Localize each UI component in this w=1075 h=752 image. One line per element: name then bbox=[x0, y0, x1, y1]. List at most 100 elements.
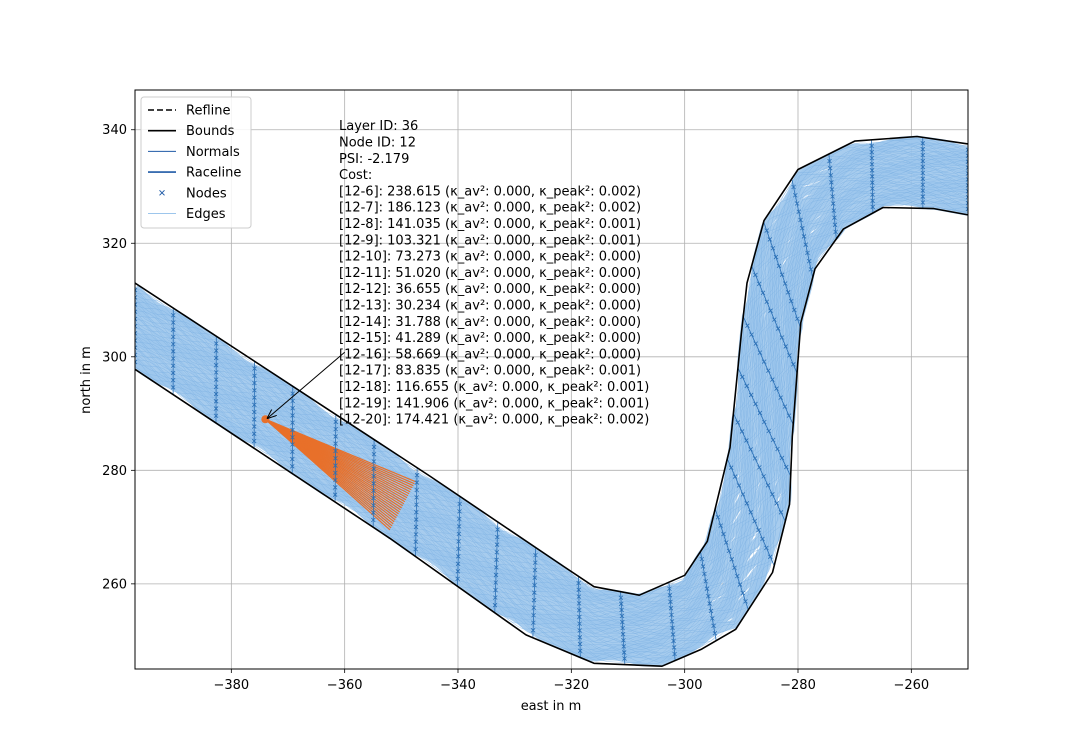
node-marker bbox=[775, 446, 780, 452]
node-marker bbox=[252, 409, 257, 415]
node-marker bbox=[532, 560, 538, 565]
node-marker bbox=[170, 363, 176, 369]
node-marker bbox=[779, 455, 785, 461]
node-marker bbox=[290, 456, 295, 462]
node-marker bbox=[920, 188, 926, 193]
edge bbox=[135, 147, 968, 610]
annotation-line: [12-7]: 186.123 (κ_av²: 0.000, κ_peak²: … bbox=[339, 201, 641, 216]
node-marker bbox=[576, 607, 582, 613]
node-marker bbox=[762, 419, 767, 425]
node-marker bbox=[965, 177, 968, 182]
node-marker bbox=[492, 602, 498, 608]
node-marker bbox=[667, 586, 672, 592]
node-marker bbox=[715, 514, 721, 520]
y-tick-label: 280 bbox=[102, 464, 127, 479]
edge bbox=[135, 166, 968, 634]
edge bbox=[135, 190, 968, 658]
node-marker bbox=[671, 638, 676, 644]
node-marker bbox=[832, 215, 837, 220]
node-marker bbox=[371, 459, 377, 464]
node-marker bbox=[708, 608, 714, 614]
node-marker bbox=[213, 399, 219, 404]
node-marker bbox=[869, 161, 875, 167]
node-marker bbox=[494, 542, 500, 547]
y-tick-label: 260 bbox=[102, 577, 127, 592]
node-marker bbox=[965, 194, 968, 200]
node-marker bbox=[784, 464, 789, 470]
node-marker bbox=[869, 143, 874, 149]
node-marker bbox=[414, 487, 420, 493]
annotation-line: [12-12]: 36.655 (κ_av²: 0.000, κ_peak²: … bbox=[339, 282, 641, 297]
node-marker bbox=[455, 569, 461, 574]
annotation-line: [12-14]: 31.788 (κ_av²: 0.000, κ_peak²: … bbox=[339, 315, 641, 330]
annotation-line: [12-13]: 30.234 (κ_av²: 0.000, κ_peak²: … bbox=[339, 298, 641, 313]
node-marker bbox=[870, 180, 875, 185]
node-marker bbox=[576, 580, 581, 586]
node-marker bbox=[920, 194, 926, 199]
annotation-line: [12-19]: 141.906 (κ_av²: 0.000, κ_peak²:… bbox=[339, 396, 649, 411]
node-marker bbox=[492, 595, 498, 600]
node-marker bbox=[729, 557, 735, 562]
node-marker bbox=[774, 501, 779, 506]
normals-layer bbox=[135, 137, 968, 665]
legend-swatch bbox=[159, 189, 165, 196]
node-marker bbox=[770, 377, 775, 382]
node-marker bbox=[920, 176, 926, 182]
node-marker bbox=[213, 370, 219, 375]
node-marker bbox=[753, 401, 758, 407]
plot-area bbox=[135, 135, 968, 667]
node-marker bbox=[289, 464, 295, 469]
edge bbox=[135, 166, 968, 630]
x-tick-label: −380 bbox=[213, 678, 249, 693]
node-marker bbox=[414, 502, 419, 508]
node-marker bbox=[830, 201, 836, 206]
y-tick-label: 300 bbox=[102, 350, 127, 365]
node-marker bbox=[371, 451, 377, 457]
node-marker bbox=[739, 429, 745, 434]
node-marker bbox=[413, 517, 419, 522]
node-marker bbox=[622, 656, 627, 661]
node-marker bbox=[457, 516, 462, 522]
node-marker bbox=[170, 349, 176, 354]
node-marker bbox=[332, 485, 338, 490]
node-marker bbox=[456, 539, 461, 544]
y-axis-label: north in m bbox=[79, 346, 94, 414]
node-marker bbox=[333, 463, 338, 468]
annotation-line: [12-15]: 41.289 (κ_av²: 0.000, κ_peak²: … bbox=[339, 331, 641, 346]
node-marker bbox=[870, 204, 876, 210]
node-marker bbox=[770, 437, 776, 443]
node-marker bbox=[371, 466, 377, 472]
node-marker bbox=[618, 601, 624, 607]
node-marker bbox=[761, 474, 766, 479]
node-marker bbox=[135, 331, 138, 336]
node-marker bbox=[170, 312, 176, 318]
node-marker bbox=[576, 601, 582, 606]
node-marker bbox=[667, 593, 673, 598]
node-marker bbox=[743, 599, 748, 604]
node-marker bbox=[829, 187, 835, 192]
node-marker bbox=[718, 523, 723, 528]
node-marker bbox=[791, 184, 796, 190]
edge bbox=[135, 142, 968, 611]
node-marker bbox=[737, 582, 743, 587]
edge-bundle bbox=[135, 157, 968, 626]
node-marker bbox=[787, 353, 792, 358]
node-marker bbox=[786, 413, 792, 418]
node-marker bbox=[532, 567, 538, 573]
node-marker bbox=[135, 345, 138, 350]
node-marker bbox=[290, 398, 295, 404]
node-marker bbox=[706, 593, 711, 599]
x-tick-label: −320 bbox=[553, 678, 589, 693]
legend-label: Refline bbox=[186, 104, 230, 119]
node-marker bbox=[768, 308, 773, 313]
node-marker bbox=[965, 165, 968, 170]
annotation-line: [12-20]: 174.421 (κ_av²: 0.000, κ_peak²:… bbox=[339, 413, 649, 428]
node-marker bbox=[170, 320, 176, 325]
node-marker bbox=[770, 245, 776, 251]
node-marker bbox=[801, 234, 807, 239]
node-marker bbox=[760, 536, 765, 542]
node-marker bbox=[414, 472, 420, 478]
y-tick-label: 340 bbox=[102, 123, 127, 138]
node-marker bbox=[135, 352, 138, 358]
node-marker bbox=[764, 299, 770, 305]
